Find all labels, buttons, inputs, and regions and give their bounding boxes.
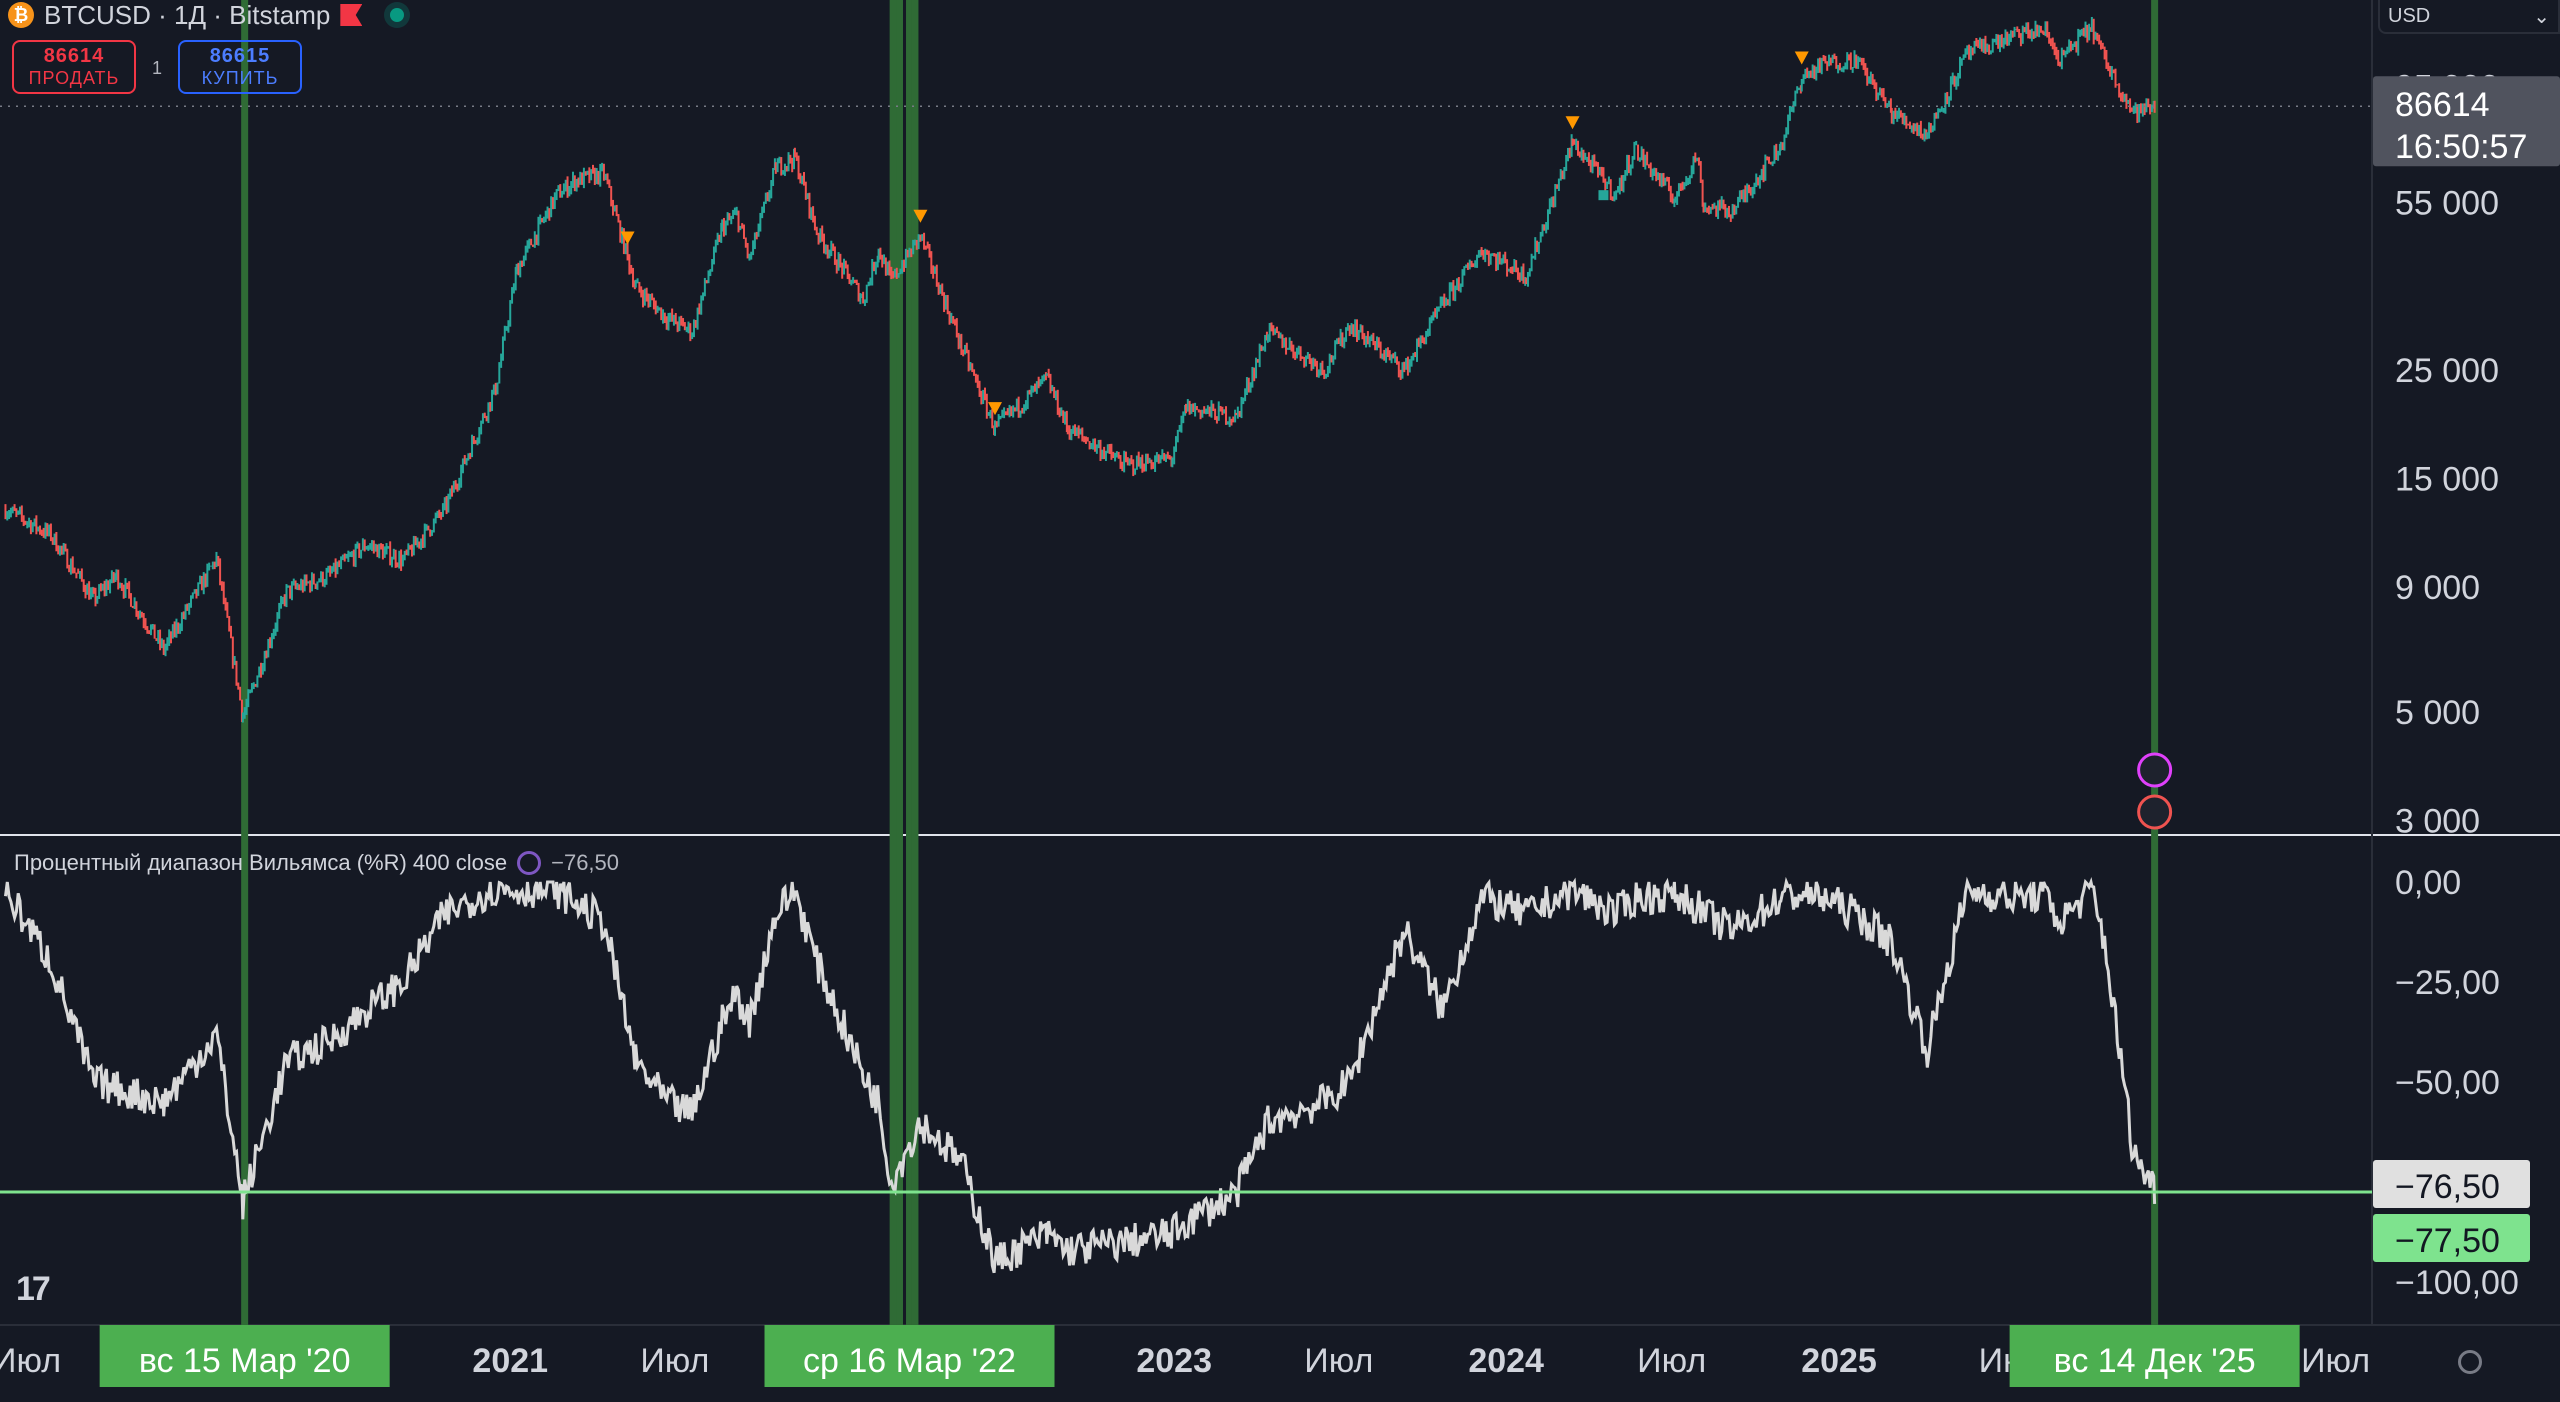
- price-tick-label: 15 000: [2395, 461, 2499, 499]
- buy-button[interactable]: 86615 КУПИТЬ: [178, 40, 302, 94]
- indicator-title: Процентный диапазон Вильямса (%R) 400 cl…: [14, 850, 508, 875]
- price-tick-label: 9 000: [2395, 569, 2480, 607]
- x-axis-label: 2021: [472, 1342, 548, 1380]
- price-series: [4, 16, 2156, 723]
- sell-button[interactable]: 86614 ПРОДАТЬ: [12, 40, 136, 94]
- x-axis-label: 2024: [1468, 1342, 1544, 1380]
- tradingview-logo[interactable]: 17: [16, 1270, 51, 1308]
- date-badge-bg: [2009, 1325, 2300, 1387]
- chevron-down-icon: ⌄: [2533, 5, 2550, 28]
- currency-label: USD: [2388, 4, 2431, 27]
- last-price-label-bg: [2373, 76, 2560, 167]
- sell-marker: [988, 402, 1003, 416]
- date-badge-bg: [764, 1325, 1055, 1387]
- x-axis-label: 2025: [1801, 1342, 1877, 1380]
- wr-last-value-label: −76,50: [2395, 1168, 2500, 1206]
- currency-select[interactable]: USD ⌄: [2378, 0, 2560, 34]
- settings-icon[interactable]: [2458, 1350, 2482, 1374]
- last-price-label: 86614: [2395, 86, 2490, 124]
- us-flag-icon: [2137, 794, 2173, 830]
- wr-threshold-label-bg: [2373, 1214, 2530, 1262]
- wr-threshold-label: −77,50: [2395, 1222, 2500, 1260]
- x-axis-label: Июл: [0, 1342, 61, 1380]
- wr-line: [4, 876, 2157, 1274]
- buy-label: КУПИТЬ: [201, 68, 279, 88]
- quantity: 1: [152, 58, 163, 78]
- sell-marker: [1565, 116, 1580, 130]
- symbol-title: BTCUSD · 1Д · Bitstamp: [44, 0, 331, 30]
- market-open-icon: [390, 8, 405, 22]
- date-badge-label: вс 15 Мар '20: [139, 1342, 351, 1380]
- wr-last-value-bg: [2373, 1160, 2530, 1208]
- x-axis-label: Июл: [1637, 1342, 1706, 1380]
- sell-label: ПРОДАТЬ: [28, 68, 120, 88]
- buy-price: 86615: [209, 45, 271, 67]
- sell-marker: [1794, 51, 1809, 65]
- x-axis-label: Июл: [2301, 1342, 2370, 1380]
- wr-tick-label: 0,00: [2395, 864, 2461, 902]
- price-tick-label: 55 000: [2395, 185, 2499, 223]
- wr-tick-label: −100,00: [2395, 1264, 2519, 1302]
- indicator-value: −76,50: [551, 850, 620, 875]
- wr-tick-label: −25,00: [2395, 964, 2500, 1002]
- indicator-legend[interactable]: Процентный диапазон Вильямса (%R) 400 cl…: [14, 850, 619, 876]
- countdown-label: 16:50:57: [2395, 128, 2527, 166]
- x-axis-label: 2023: [1136, 1342, 1212, 1380]
- lightning-icon: [2137, 752, 2173, 788]
- price-tick-label: 5 000: [2395, 694, 2480, 732]
- price-tick-label: 25 000: [2395, 352, 2499, 390]
- wr-tick-label: −50,00: [2395, 1064, 2500, 1102]
- sell-price: 86614: [43, 45, 105, 67]
- x-axis-label: Июл: [640, 1342, 709, 1380]
- sell-marker: [620, 231, 635, 245]
- buy-marker: [1598, 190, 1609, 201]
- price-tick-label: 3 000: [2395, 802, 2480, 840]
- refresh-icon[interactable]: [517, 851, 542, 875]
- flag-icon[interactable]: [340, 4, 363, 26]
- date-badge-label: ср 16 Мар '22: [803, 1342, 1016, 1380]
- bitcoin-icon: ₿: [8, 2, 34, 28]
- symbol-header[interactable]: ₿ BTCUSD · 1Д · Bitstamp: [8, 0, 405, 30]
- date-badge-bg: [99, 1325, 390, 1387]
- date-badge-label: вс 14 Дек '25: [2054, 1342, 2256, 1380]
- sell-marker: [913, 209, 928, 223]
- x-axis-label: Июл: [1304, 1342, 1373, 1380]
